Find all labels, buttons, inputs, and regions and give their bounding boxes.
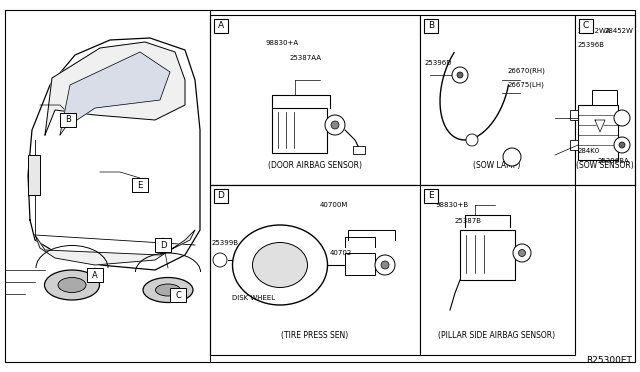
Circle shape	[513, 244, 531, 262]
Circle shape	[325, 115, 345, 135]
Text: E: E	[138, 180, 143, 189]
Circle shape	[518, 250, 525, 257]
Text: 25387AA: 25387AA	[290, 55, 322, 61]
Bar	[570, 140, 578, 150]
Bar	[420, 185, 575, 355]
Circle shape	[381, 261, 389, 269]
Bar	[60, 113, 76, 127]
Circle shape	[452, 67, 468, 83]
Text: 98830+B: 98830+B	[435, 202, 468, 208]
Circle shape	[375, 255, 395, 275]
Text: DISK WHEEL: DISK WHEEL	[232, 295, 275, 301]
Text: 40703: 40703	[278, 250, 300, 256]
Text: 26670(RH): 26670(RH)	[508, 68, 546, 74]
Text: (DOOR AIRBAG SENSOR): (DOOR AIRBAG SENSOR)	[268, 161, 362, 170]
Circle shape	[614, 110, 630, 126]
Text: 40700M: 40700M	[320, 202, 348, 208]
Text: A: A	[92, 270, 98, 279]
Polygon shape	[35, 230, 195, 265]
Bar	[420, 15, 575, 185]
Polygon shape	[60, 52, 170, 135]
Circle shape	[213, 253, 227, 267]
Bar	[579, 19, 593, 33]
Text: B: B	[65, 115, 71, 125]
Bar	[210, 185, 420, 355]
Circle shape	[466, 134, 478, 146]
Circle shape	[614, 137, 630, 153]
Text: 26675(LH): 26675(LH)	[508, 82, 545, 89]
Text: 98830+A: 98830+A	[265, 40, 298, 46]
Text: (PILLAR SIDE AIRBAG SENSOR): (PILLAR SIDE AIRBAG SENSOR)	[438, 331, 556, 340]
Bar	[210, 15, 420, 185]
Text: 25396D: 25396D	[425, 60, 452, 66]
Text: C: C	[175, 291, 181, 299]
Text: B: B	[428, 22, 434, 31]
Text: D: D	[218, 192, 225, 201]
Bar	[214, 189, 228, 203]
Bar	[345, 253, 375, 275]
Ellipse shape	[58, 278, 86, 292]
Bar	[87, 268, 103, 282]
Text: (TIRE PRESS SEN): (TIRE PRESS SEN)	[282, 331, 349, 340]
Text: D: D	[160, 241, 166, 250]
Text: (SOW LAMP): (SOW LAMP)	[474, 161, 521, 170]
Bar	[460, 230, 515, 280]
Bar	[592, 90, 617, 105]
Ellipse shape	[253, 243, 307, 288]
Bar	[28, 155, 40, 195]
Circle shape	[331, 121, 339, 129]
Text: 284K0: 284K0	[578, 148, 600, 154]
Circle shape	[503, 148, 521, 166]
Ellipse shape	[45, 270, 99, 300]
Ellipse shape	[156, 284, 180, 296]
Text: C: C	[583, 22, 589, 31]
Bar	[353, 146, 365, 154]
Text: R25300ET: R25300ET	[586, 356, 632, 365]
Bar	[578, 105, 618, 160]
Bar	[132, 178, 148, 192]
Text: 25396B: 25396B	[578, 42, 605, 48]
Bar	[155, 238, 171, 252]
Circle shape	[619, 142, 625, 148]
Text: E: E	[428, 192, 434, 201]
Bar	[272, 108, 327, 153]
Text: 25396BA: 25396BA	[598, 158, 630, 164]
Bar	[424, 189, 438, 203]
Text: 28452W: 28452W	[605, 28, 634, 34]
Text: (SOW SENSOR): (SOW SENSOR)	[576, 161, 634, 170]
Polygon shape	[28, 38, 200, 270]
Bar	[570, 110, 578, 120]
Text: 25399B: 25399B	[212, 240, 239, 246]
Ellipse shape	[232, 225, 328, 305]
Bar	[575, 15, 635, 185]
Text: 28452WA: 28452WA	[578, 28, 611, 34]
Bar	[424, 19, 438, 33]
Circle shape	[457, 72, 463, 78]
Bar	[214, 19, 228, 33]
Ellipse shape	[143, 278, 193, 302]
Text: 40702: 40702	[330, 250, 352, 256]
Text: 25387B: 25387B	[455, 218, 482, 224]
Polygon shape	[595, 120, 605, 132]
Polygon shape	[45, 42, 185, 135]
Text: A: A	[218, 22, 224, 31]
Bar	[170, 288, 186, 302]
